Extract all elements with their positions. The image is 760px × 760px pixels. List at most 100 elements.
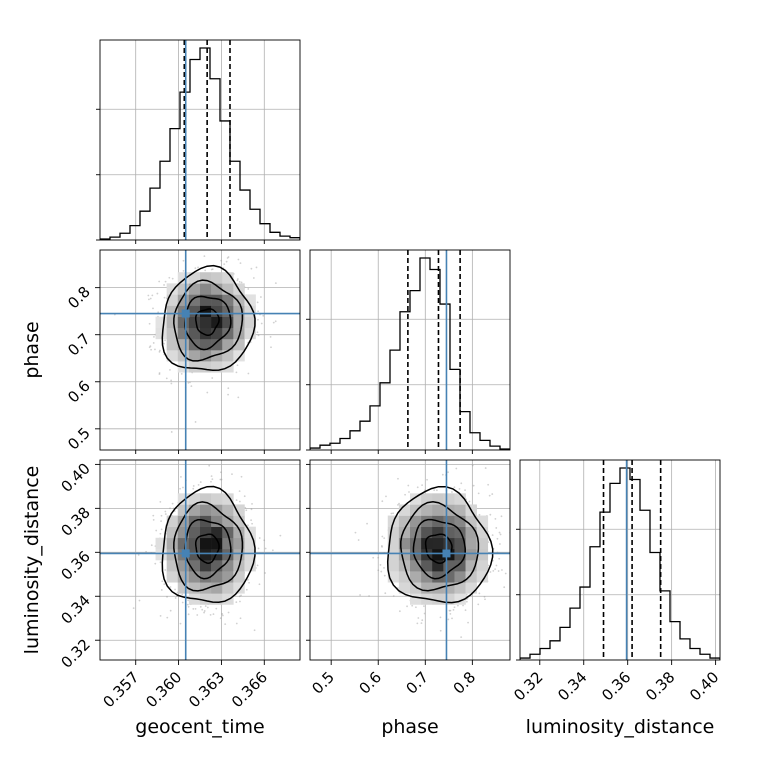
sample-point [159,532,162,535]
sample-point [458,488,461,490]
sample-point [203,255,206,258]
density-cell [233,537,245,550]
density-cell [443,560,455,572]
sample-point [161,580,164,583]
density-cell [188,582,201,594]
sample-point [236,279,239,282]
sample-point [156,292,159,295]
sample-point [192,608,195,610]
sample-point [531,487,533,489]
sample-point [170,382,173,385]
sample-point [489,571,492,573]
sample-point [408,491,410,493]
density-cell [222,327,234,340]
sample-point [380,544,383,547]
sample-point [159,615,162,617]
density-cell [222,316,234,329]
sample-point [392,512,395,515]
density-cell [177,327,190,340]
sample-point [451,491,453,493]
sample-point [467,621,469,624]
density-cell [188,272,201,284]
density-cell [476,537,489,550]
density-cell [222,548,234,561]
sample-point [253,629,256,632]
sample-point [164,513,167,515]
density-cell [443,593,455,605]
sample-point [236,364,239,367]
sample-point [260,322,263,325]
panel-phase-luminosity_distance [310,460,533,660]
sample-point [439,629,442,632]
x-tick-label: 0.40 [686,668,722,704]
sample-point [179,622,182,625]
density-cell [177,515,190,527]
sample-point [385,495,387,498]
density-cell [233,582,245,594]
sample-point [271,549,274,552]
sample-point [383,566,385,569]
sample-point [164,510,167,513]
sample-point [138,599,141,602]
sample-point [448,609,451,612]
sample-point [258,537,261,539]
density-cell [443,582,455,594]
density-cell [211,582,223,594]
sample-point [238,500,241,503]
density-cell [233,515,245,527]
density-cell [244,294,256,306]
sample-point [163,342,165,345]
density-cell [387,548,400,561]
density-cell [454,515,466,527]
histogram-phase [310,257,510,450]
density-cell [233,548,245,561]
sample-point [231,473,233,476]
density-cell [398,582,411,594]
sample-point [464,609,467,612]
contour-level [161,264,256,371]
panel-frame [99,249,301,451]
sample-point [148,322,151,325]
y-axis-label-phase: phase [21,321,43,378]
sample-point [449,609,452,612]
y-tick-label: 0.6 [64,377,94,407]
sample-point [210,268,213,271]
y-axis-label-luminosity_distance: luminosity_distance [21,466,43,655]
density-cell [421,515,433,527]
density-cell [222,560,234,572]
sample-point [258,583,261,586]
sample-point [377,569,380,572]
x-axis-label-luminosity_distance: luminosity_distance [526,716,715,738]
sample-point [465,600,468,603]
density-cell [211,350,223,362]
density-cell [476,526,489,539]
density-cell [421,571,433,583]
density-cell [211,537,223,550]
sample-point [199,481,202,483]
sample-point [491,534,494,537]
sample-point [247,372,250,375]
sample-point [223,263,226,266]
sample-point [204,269,207,272]
density-cell [410,537,422,550]
sample-point [152,307,154,310]
sample-point [199,605,202,608]
sample-point [421,619,424,622]
sample-point [180,372,183,375]
density-cell [177,560,190,572]
density-cell [211,526,223,539]
x-tick-label: 0.34 [554,668,590,704]
sample-point [159,349,161,352]
density-cell [476,560,489,572]
sample-point [503,586,506,589]
sample-point [166,616,169,619]
sample-point [211,377,214,379]
sample-point [235,601,238,604]
density-cell [387,571,400,583]
sample-point [484,467,487,469]
sample-point [187,599,190,602]
density-cell [200,593,212,605]
density-cell [432,560,444,572]
sample-point [235,622,238,625]
sample-point [462,604,464,607]
